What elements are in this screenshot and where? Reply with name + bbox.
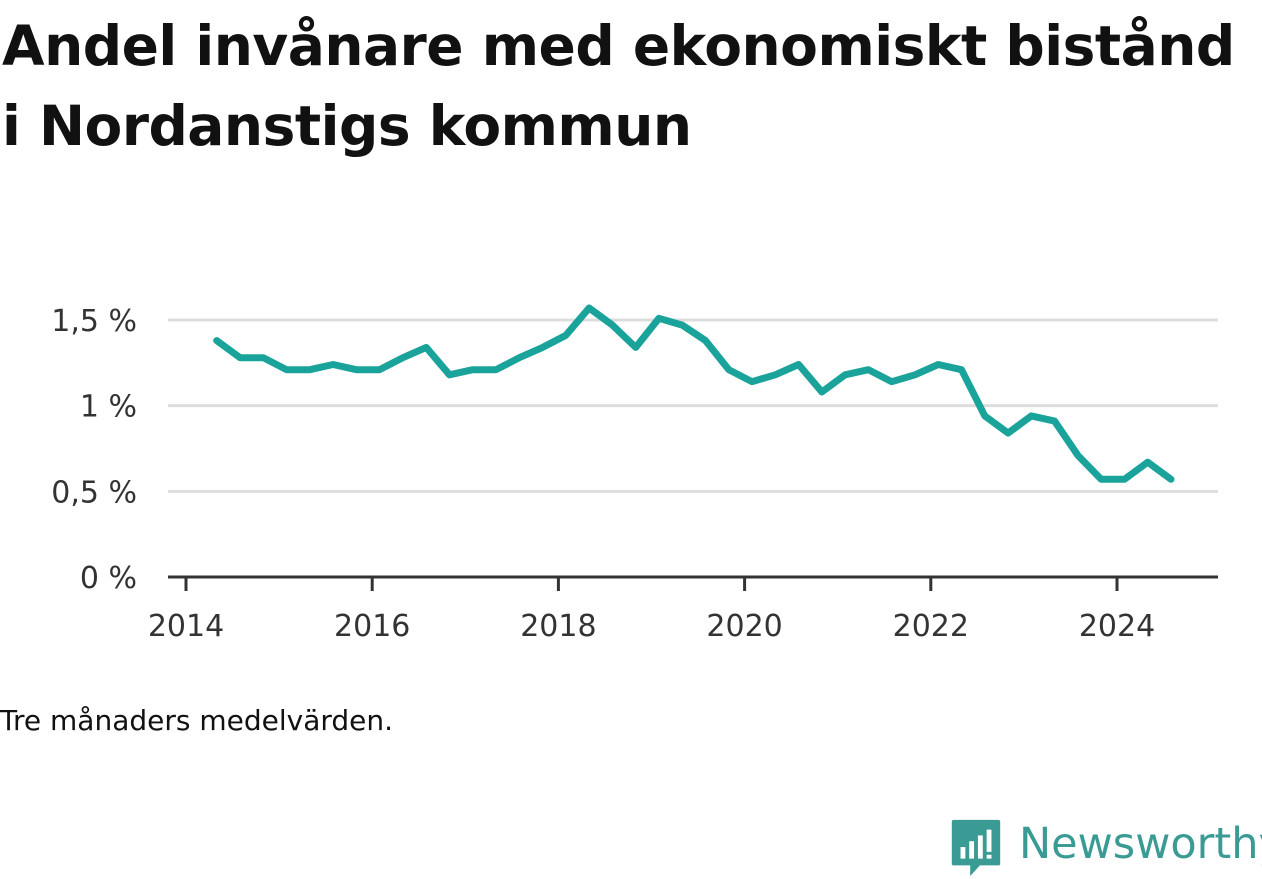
line-chart: 0 % 0,5 % 1 % 1,5 % 2014 2016 2018 2020 2022 202… (51, 304, 1218, 644)
series-line (213, 304, 1175, 483)
chart-title: Andel invånare med ekonomiskt bistånd i … (2, 14, 1235, 158)
x-tick-label: 2016 (334, 609, 410, 644)
y-tick-label: 0,5 % (51, 475, 137, 510)
x-tick-label: 2024 (1079, 609, 1155, 644)
bar-chart-speech-bubble-icon (951, 819, 1001, 877)
x-tick-label: 2014 (148, 609, 224, 644)
x-axis-ticks: 2014 2016 2018 2020 2022 2024 (148, 577, 1155, 644)
y-tick-label: 1,5 % (51, 304, 137, 339)
x-tick-label: 2022 (893, 609, 969, 644)
footnote: Tre månaders medelvärden. (0, 704, 394, 737)
gridlines (168, 318, 1218, 493)
y-tick-label: 0 % (80, 561, 137, 596)
y-tick-label: 1 % (80, 390, 137, 425)
x-tick-label: 2018 (520, 609, 596, 644)
x-tick-label: 2020 (706, 609, 782, 644)
brand-name: Newsworthy (1019, 819, 1262, 869)
y-axis-ticks: 0 % 0,5 % 1 % 1,5 % (51, 304, 137, 596)
